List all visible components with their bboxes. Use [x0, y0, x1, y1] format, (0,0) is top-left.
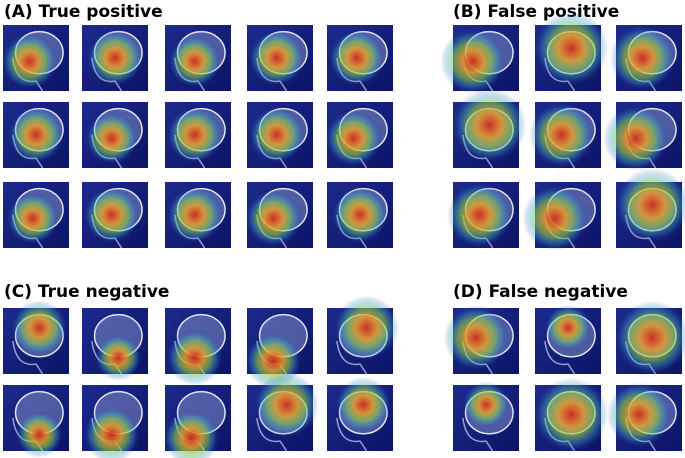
panel-label: (D) False negative — [453, 282, 628, 302]
jaw — [12, 340, 44, 375]
heatmap-image — [247, 372, 319, 452]
heat-spot — [6, 192, 59, 245]
heatmap-image — [163, 385, 231, 458]
heat-spot — [615, 168, 685, 243]
heatmap-image — [3, 300, 69, 375]
heat-spot — [245, 190, 302, 247]
heat-spot — [16, 411, 63, 458]
heat-spot — [11, 300, 68, 356]
heat-spot — [462, 381, 510, 428]
heat-spot — [166, 329, 223, 386]
heatmap-image — [165, 182, 231, 249]
heatmap-image — [3, 102, 69, 169]
panel-label: (C) True negative — [4, 282, 169, 302]
heat-spot — [544, 304, 592, 351]
heatmap-image — [447, 182, 519, 249]
heat-spot — [522, 185, 588, 251]
heat-spot — [615, 300, 685, 375]
heatmap-image — [534, 377, 609, 452]
heat-spot — [254, 372, 319, 438]
jaw — [462, 417, 494, 452]
heatmap-image — [327, 295, 399, 375]
heat-spot — [534, 11, 609, 86]
heatmap-image — [529, 102, 601, 169]
heat-spot — [168, 35, 221, 88]
heat-spot — [87, 30, 143, 86]
panel-label: (B) False positive — [453, 2, 619, 22]
heat-spot — [529, 102, 594, 168]
heat-spot — [447, 182, 512, 248]
heat-spot — [452, 88, 527, 163]
heatmap-image — [440, 25, 519, 94]
heat-spot — [335, 377, 392, 433]
heatmap-image — [522, 182, 601, 251]
heat-spot — [606, 382, 672, 448]
heat-spot — [248, 107, 305, 163]
image-grid — [1, 11, 685, 458]
heatmap-image — [82, 385, 148, 458]
heat-spot — [248, 30, 305, 86]
heatmap-image — [452, 88, 527, 169]
heatmap-image — [82, 308, 148, 381]
jaw — [336, 417, 368, 452]
heatmap-image — [453, 381, 519, 452]
heat-spot — [163, 410, 220, 458]
heatmap-image — [327, 25, 393, 92]
heatmap-image — [247, 25, 313, 92]
heatmap-image — [3, 182, 69, 249]
heatmap-image — [327, 182, 393, 249]
jaw — [256, 417, 288, 452]
heat-spot — [328, 30, 385, 86]
heatmap-image — [165, 102, 231, 169]
heat-spot — [85, 112, 138, 165]
heatmap-image — [247, 102, 313, 169]
heatmap-image — [534, 11, 609, 92]
heat-spot — [440, 28, 506, 94]
heat-spot — [610, 25, 675, 91]
heat-spot — [166, 187, 223, 243]
heat-spot — [534, 377, 609, 452]
heatmap-image — [325, 102, 393, 169]
heatmap-image — [165, 25, 231, 92]
heatmap-image — [3, 385, 69, 458]
heat-spot — [443, 305, 509, 371]
heatmap-image — [615, 300, 685, 375]
heatmap-image — [603, 102, 682, 171]
heatmap-image — [1, 25, 69, 92]
heat-spot — [83, 187, 140, 243]
heatmap-image — [535, 304, 601, 375]
heat-spot — [334, 295, 399, 361]
heat-spot — [8, 107, 64, 163]
heatmap-image — [245, 182, 313, 249]
heat-spot — [325, 110, 382, 167]
heatmap-image — [165, 308, 231, 386]
heatmap-image — [82, 25, 148, 92]
heat-spot — [603, 105, 669, 171]
heatmap-image — [610, 25, 682, 92]
heatmap-image — [82, 102, 148, 169]
heatmap-image — [327, 377, 393, 452]
heat-spot — [332, 187, 388, 243]
heat-spot — [95, 334, 142, 381]
jaw — [544, 340, 576, 375]
heatmap-image — [82, 182, 148, 249]
panel-label: (A) True positive — [4, 2, 163, 22]
heatmap-image — [615, 168, 685, 249]
heatmap-image — [606, 382, 682, 452]
jaw — [336, 340, 368, 375]
heatmap-image — [443, 305, 519, 375]
heat-spot — [1, 33, 58, 90]
heat-spot — [166, 107, 223, 163]
heat-spot — [83, 406, 140, 458]
